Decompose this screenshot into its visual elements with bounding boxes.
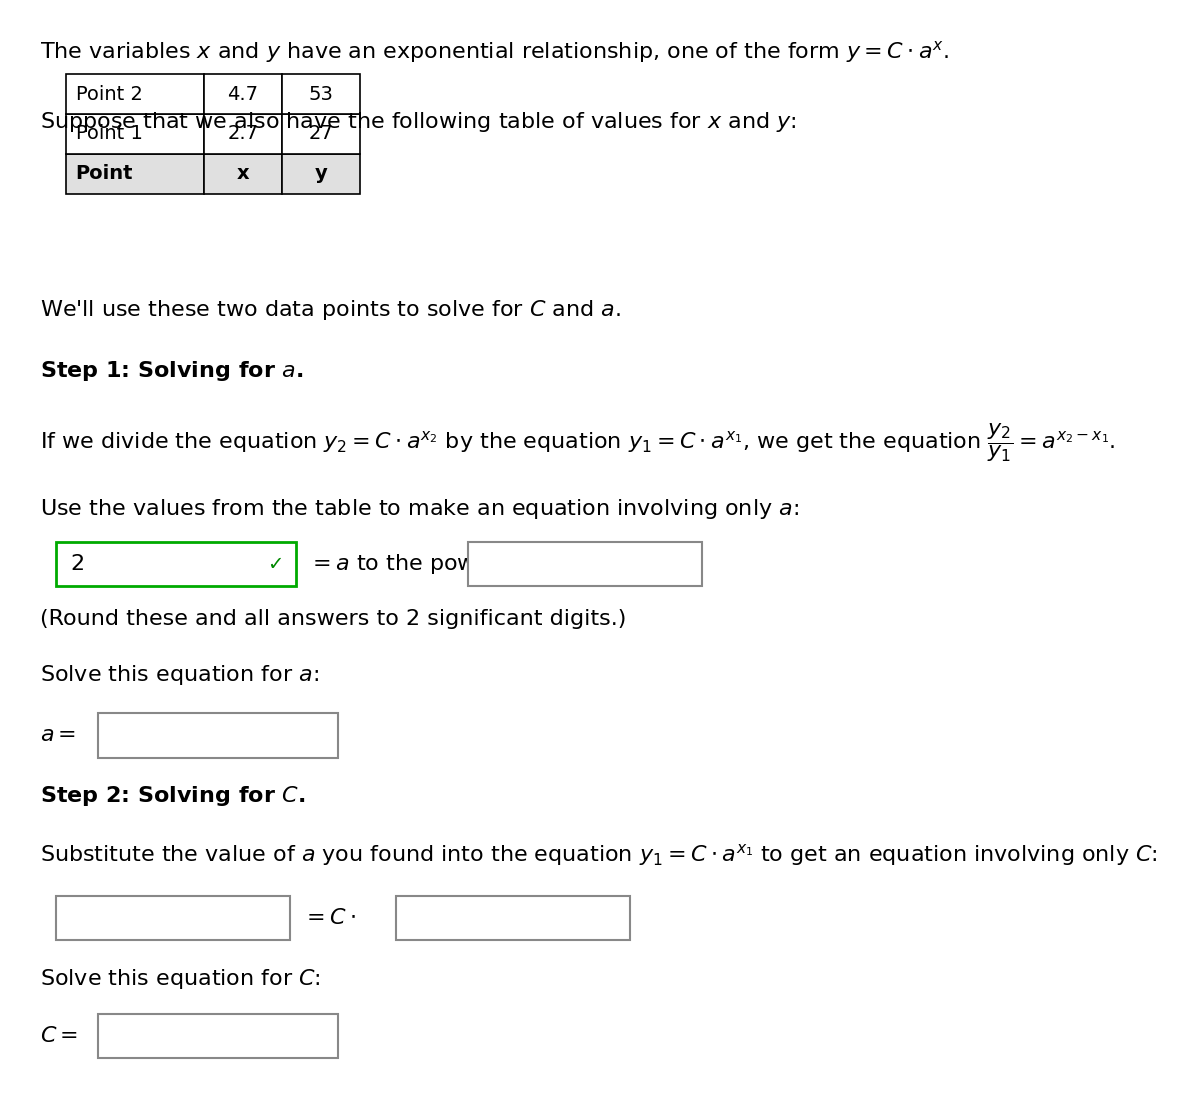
Text: $= C \cdot$: $= C \cdot$	[302, 908, 356, 928]
Text: 2: 2	[71, 554, 85, 574]
Text: Step 1: Solving for $a$.: Step 1: Solving for $a$.	[40, 358, 304, 383]
Bar	[66, 154, 204, 194]
Text: 53: 53	[308, 84, 334, 104]
Bar	[468, 542, 702, 586]
Text: Use the values from the table to make an equation involving only $a$:: Use the values from the table to make an…	[40, 497, 798, 521]
Text: Suppose that we also have the following table of values for $x$ and $y$:: Suppose that we also have the following …	[40, 109, 796, 134]
Text: 27: 27	[308, 124, 334, 144]
Text: $= a$ to the power: $= a$ to the power	[308, 552, 500, 576]
Bar	[204, 74, 282, 114]
Bar	[396, 896, 630, 940]
Bar	[98, 713, 338, 758]
Text: The variables $x$ and $y$ have an exponential relationship, one of the form $y =: The variables $x$ and $y$ have an expone…	[40, 39, 949, 65]
Bar	[98, 1014, 338, 1058]
Text: (Round these and all answers to 2 significant digits.): (Round these and all answers to 2 signif…	[40, 609, 626, 629]
Text: Solve this equation for $C$:: Solve this equation for $C$:	[40, 967, 320, 991]
Text: Step 2: Solving for $C$.: Step 2: Solving for $C$.	[40, 784, 305, 808]
Text: y: y	[314, 164, 328, 184]
Text: Point 1: Point 1	[76, 124, 143, 144]
Bar	[204, 154, 282, 194]
Text: 2.7: 2.7	[228, 124, 258, 144]
Bar	[56, 896, 290, 940]
Text: Substitute the value of $a$ you found into the equation $y_1 = C \cdot a^{x_1}$ : Substitute the value of $a$ you found in…	[40, 842, 1157, 868]
Text: x: x	[236, 164, 250, 184]
Text: ✓: ✓	[266, 554, 283, 574]
Text: Point 2: Point 2	[76, 84, 143, 104]
Text: $C =$: $C =$	[40, 1026, 78, 1046]
Text: Point: Point	[76, 164, 133, 184]
Bar	[66, 114, 204, 154]
Text: We'll use these two data points to solve for $C$ and $a$.: We'll use these two data points to solve…	[40, 298, 620, 322]
Bar	[66, 74, 204, 114]
Bar	[282, 154, 360, 194]
Bar	[204, 114, 282, 154]
Text: If we divide the equation $y_2 = C \cdot a^{x_2}$ by the equation $y_1 = C \cdot: If we divide the equation $y_2 = C \cdot…	[40, 421, 1115, 463]
Text: $a =$: $a =$	[40, 726, 76, 745]
Bar	[282, 114, 360, 154]
Bar	[56, 542, 296, 586]
Text: Solve this equation for $a$:: Solve this equation for $a$:	[40, 662, 318, 687]
Bar	[282, 74, 360, 114]
Text: 4.7: 4.7	[228, 84, 258, 104]
